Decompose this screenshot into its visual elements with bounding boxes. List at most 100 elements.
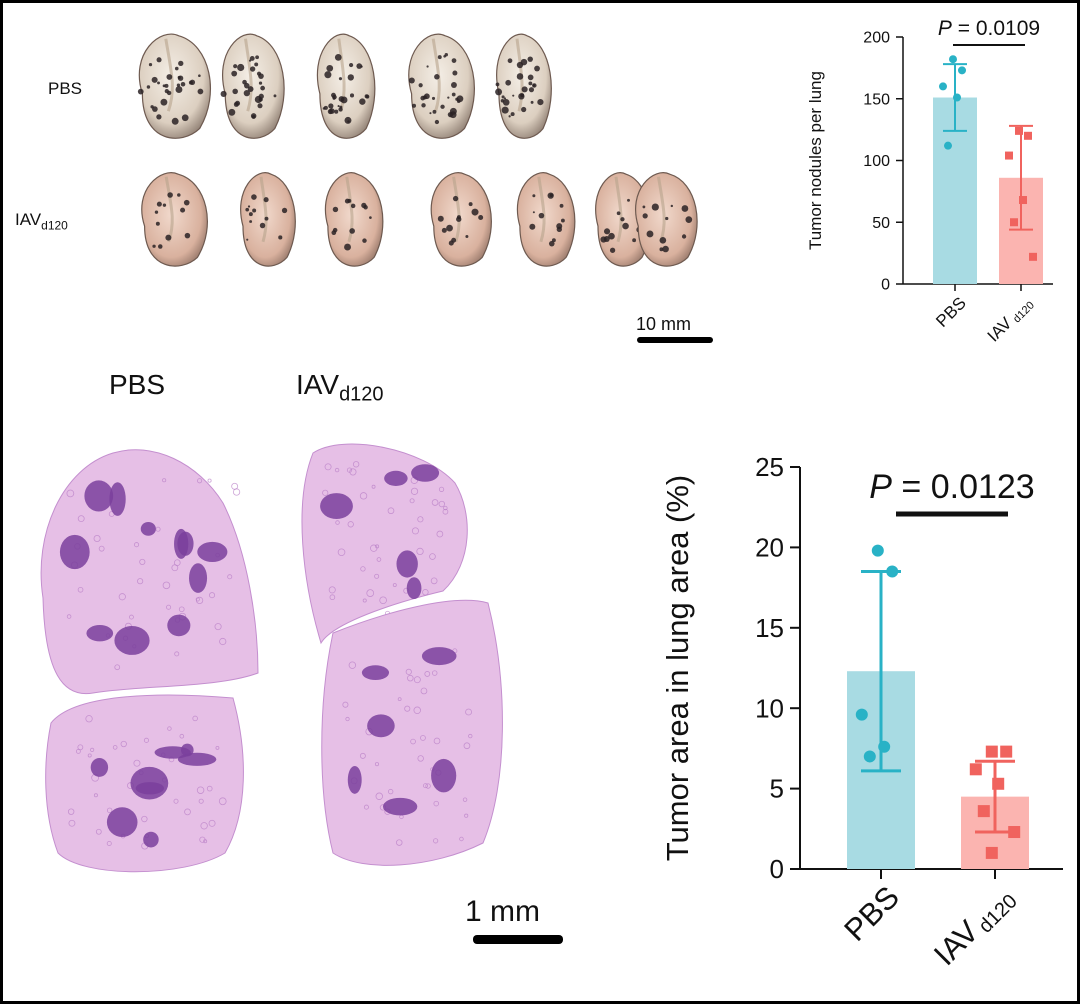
tumor-spot <box>249 220 253 223</box>
lung-photos <box>137 33 698 267</box>
tumor-spot <box>560 218 565 223</box>
airway <box>433 800 439 807</box>
tumor-spot <box>263 197 269 203</box>
airway <box>184 808 191 816</box>
airway <box>106 841 112 846</box>
tumor-lesion <box>106 807 138 838</box>
tumor-spot <box>495 82 500 87</box>
airway <box>459 836 464 842</box>
airway <box>416 547 424 556</box>
tumor-spot <box>171 117 179 125</box>
tumor-spot <box>243 89 251 97</box>
tumor-lesion <box>167 614 191 637</box>
tumor-lesion <box>114 626 150 655</box>
tumor-spot <box>331 230 337 236</box>
tumor-spot <box>505 79 512 86</box>
airway <box>374 573 380 579</box>
tumor-spot <box>451 82 457 88</box>
tumor-spot <box>642 205 646 209</box>
airway <box>352 461 360 468</box>
tumor-spot <box>152 106 158 112</box>
tumor-lesion <box>197 541 228 562</box>
tumor-spot <box>434 119 440 125</box>
tumor-spot <box>659 236 667 244</box>
tumor-spot <box>251 194 257 200</box>
tumor-spot <box>158 244 163 249</box>
airway <box>422 589 429 596</box>
tumor-spot <box>532 211 535 214</box>
tumor-lesion <box>177 752 217 766</box>
airway <box>407 674 414 682</box>
tumor-lesion <box>347 765 362 794</box>
tumor-spot <box>502 99 510 106</box>
histology-label-pbs: PBS <box>109 369 166 400</box>
airway <box>348 661 357 669</box>
tumor-spot <box>162 203 167 207</box>
data-point <box>1000 745 1013 758</box>
tumor-spot <box>254 95 262 104</box>
airway <box>218 797 227 806</box>
airway <box>462 797 468 802</box>
airway <box>379 596 387 605</box>
tumor-spot <box>176 83 181 87</box>
data-point <box>855 708 868 721</box>
airway <box>133 759 141 767</box>
tumor-spot <box>441 227 447 233</box>
histology-sections <box>40 443 503 873</box>
tumor-spot <box>529 223 536 230</box>
airway <box>198 798 204 804</box>
airway <box>433 838 439 844</box>
tumor-spot <box>184 232 191 239</box>
airway <box>387 507 395 515</box>
tumor-spot <box>632 238 637 243</box>
tumor-spot <box>331 92 336 98</box>
tumor-spot <box>627 198 630 202</box>
airway <box>376 557 382 562</box>
scale-bar-label-photo: 10 mm <box>636 314 692 334</box>
tumor-lesion <box>130 766 169 800</box>
tumor-spot <box>501 106 509 114</box>
tumor-lesion <box>421 647 457 666</box>
tumor-spot <box>349 228 355 234</box>
tumor-lesion <box>140 521 156 536</box>
data-point <box>939 82 947 91</box>
tumor-spot <box>670 204 674 208</box>
tumor-spot <box>538 212 545 219</box>
lung-photo <box>408 33 475 139</box>
lung-lobe-line <box>244 38 253 112</box>
airway <box>397 697 402 702</box>
tumor-spot <box>440 104 445 109</box>
tumor-spot <box>363 205 368 210</box>
tumor-spot <box>164 88 169 94</box>
airway <box>465 708 472 716</box>
data-point <box>1010 218 1018 227</box>
tumor-spot <box>198 74 201 78</box>
tumor-spot <box>248 59 252 62</box>
tumor-spot <box>665 216 669 221</box>
airway <box>468 733 473 739</box>
tumor-spot <box>156 114 162 120</box>
airway <box>370 544 378 552</box>
airway <box>85 715 93 723</box>
tumor-spot <box>167 192 173 198</box>
airway <box>335 520 340 525</box>
y-axis-label: Tumor area in lung area (%) <box>660 475 695 862</box>
airway <box>405 668 412 675</box>
tumor-spot <box>559 203 564 208</box>
tumor-spot <box>233 101 239 107</box>
tumor-spot <box>151 76 158 83</box>
tumor-spot <box>257 103 263 109</box>
airway <box>413 706 421 714</box>
tumor-spot <box>166 74 173 80</box>
scale-bar-photo <box>637 337 713 343</box>
tumor-spot <box>642 213 648 219</box>
tumor-spot <box>344 243 351 251</box>
airway <box>87 753 92 758</box>
tumor-spot <box>446 224 453 232</box>
y-tick-label: 0 <box>881 277 890 294</box>
tumor-spot <box>431 96 436 100</box>
tumor-spot <box>369 216 372 219</box>
airway <box>141 815 148 823</box>
